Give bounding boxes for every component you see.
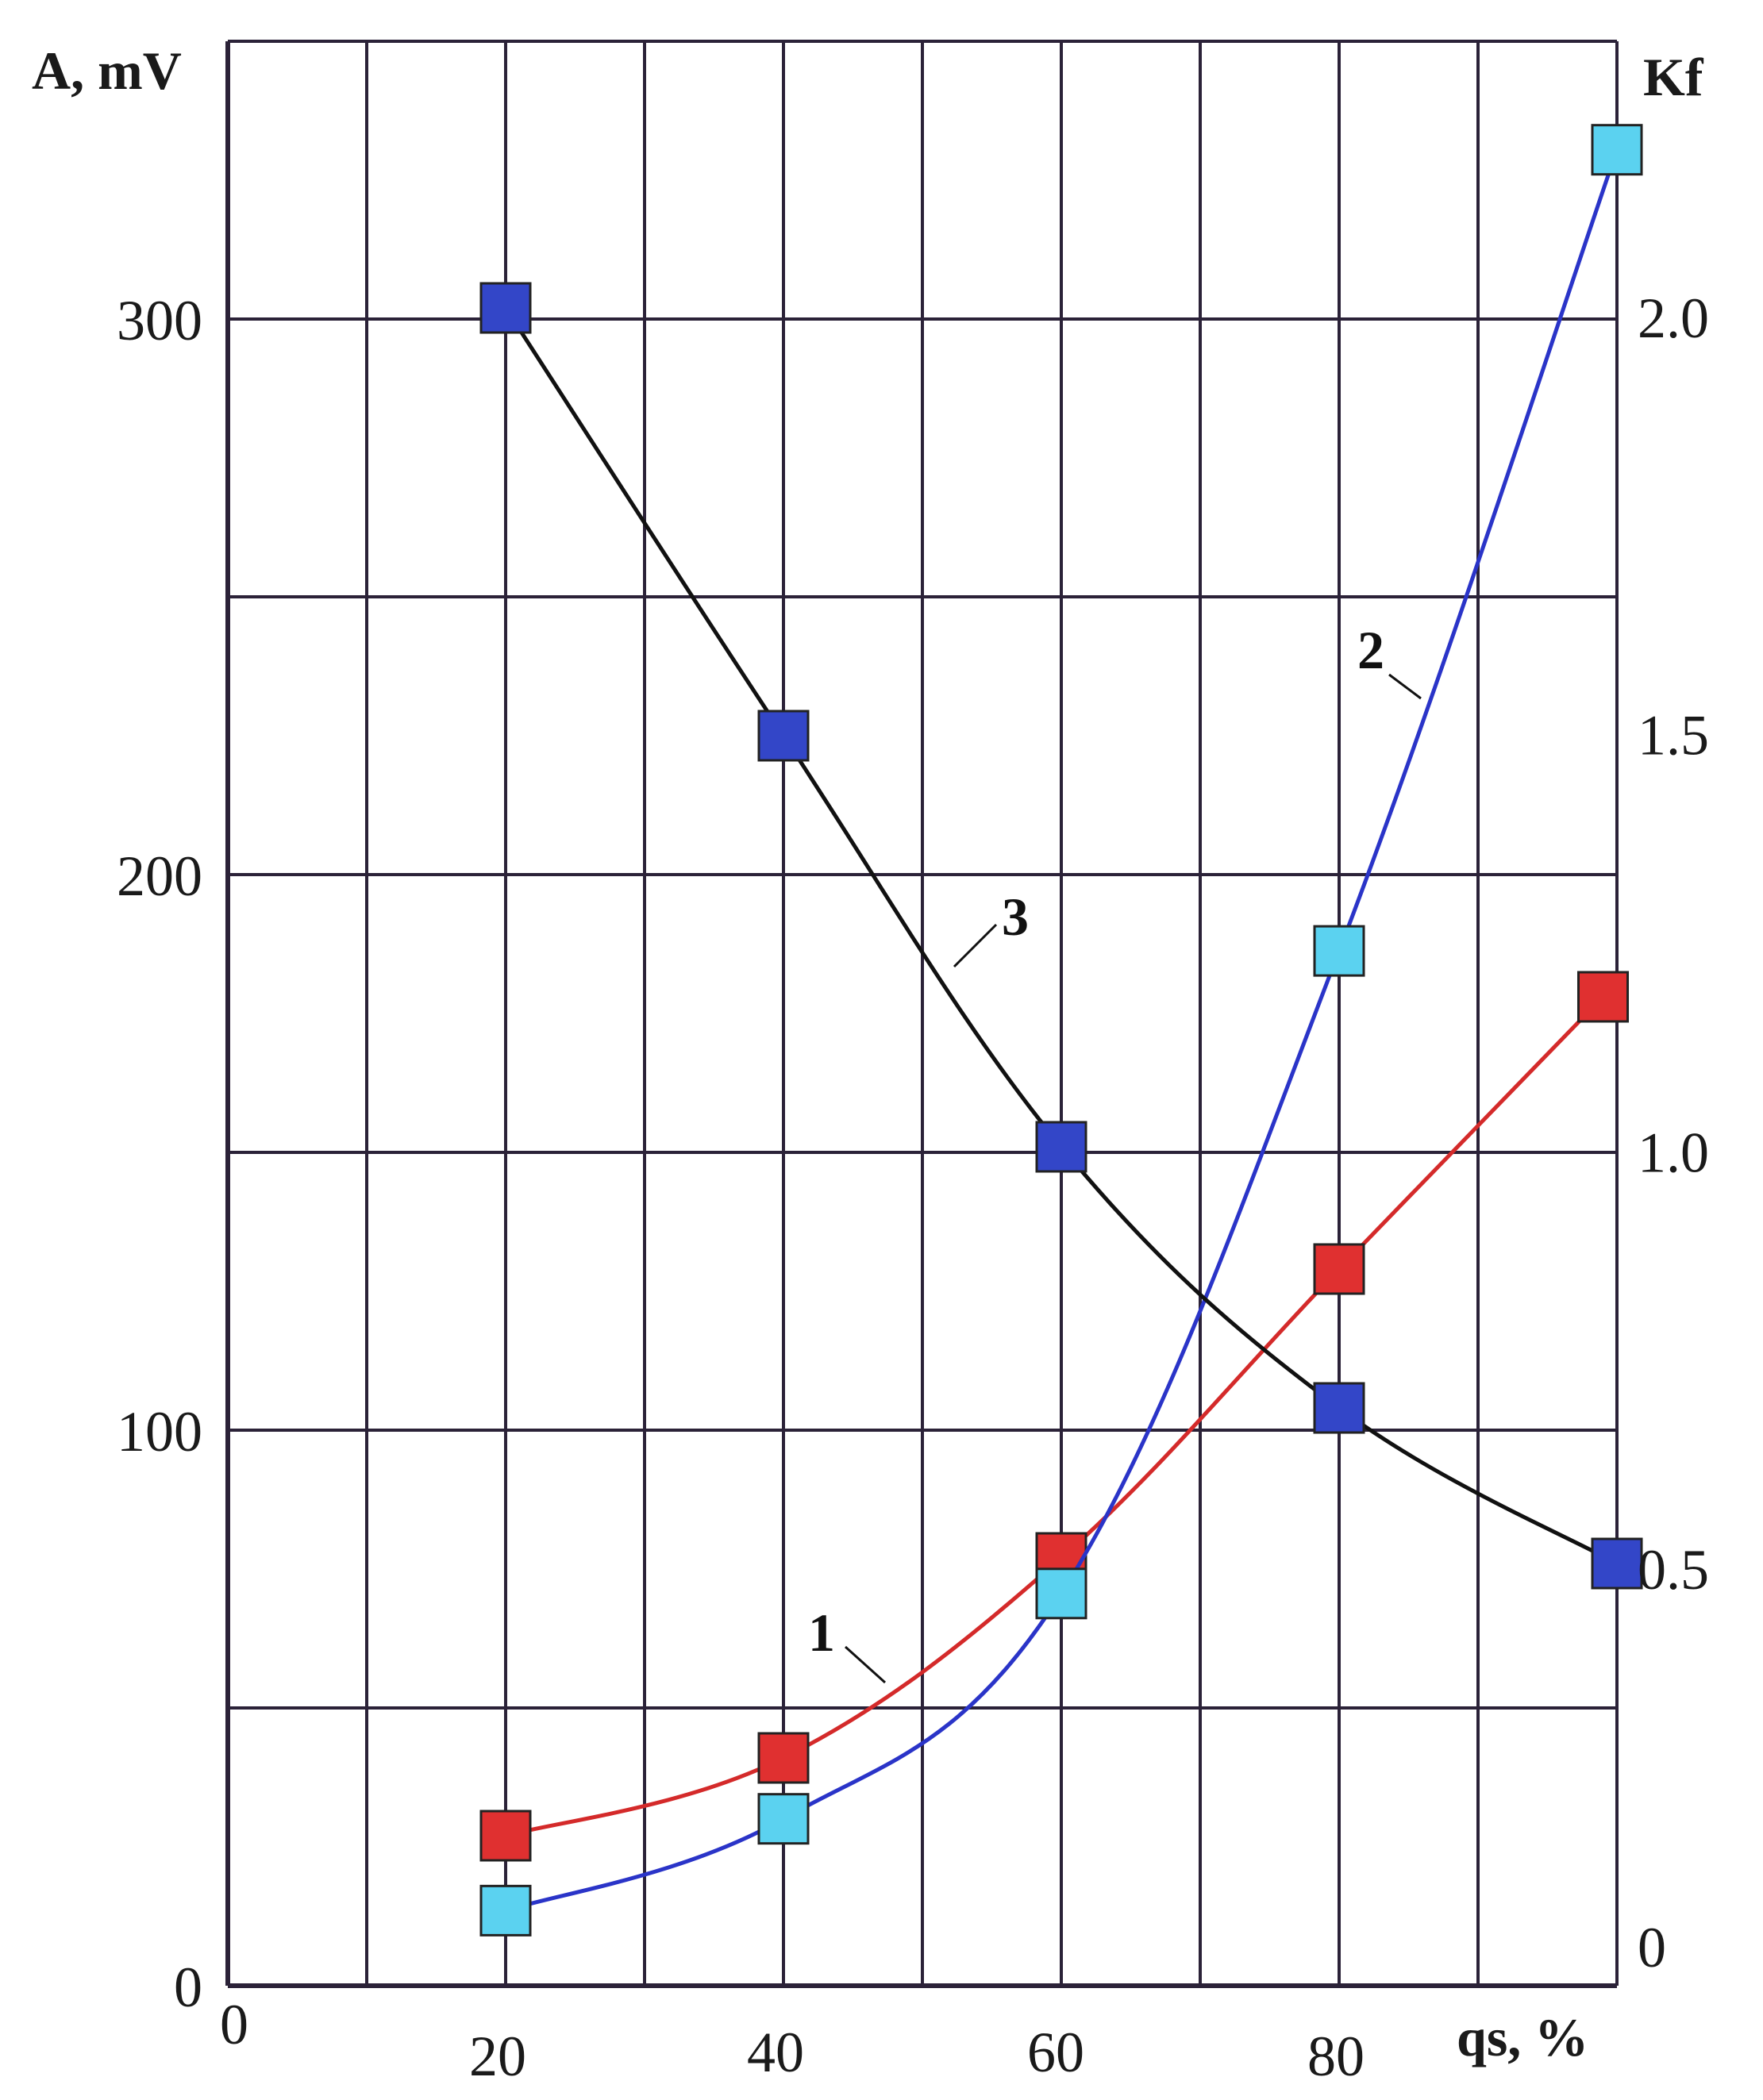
curve-1-leader (844, 1645, 887, 1684)
series-3-line (503, 306, 1619, 1566)
series-1-point (757, 1732, 810, 1784)
y-left-tick-label: 200 (117, 844, 202, 908)
x-tick-label: 0 (220, 1993, 248, 2056)
curve-1-label: 1 (808, 1602, 835, 1663)
y-left-tick-label: 100 (117, 1400, 202, 1463)
y-right-tick-label: 2.0 (1638, 287, 1709, 350)
series-1-point (479, 1810, 532, 1862)
curve-3-label: 3 (1002, 887, 1029, 947)
x-axis-title: qs, % (1457, 2007, 1588, 2067)
y-left-axis-title: A, mV (32, 40, 182, 101)
y-right-tick-label: 0.5 (1638, 1538, 1709, 1602)
y-right-tick-label: 1.0 (1638, 1121, 1709, 1184)
curve-3-leader (953, 923, 998, 968)
y-left-tick-label: 300 (117, 289, 202, 352)
y-right-tick-label: 0 (1638, 1916, 1666, 1979)
series-1-point (1577, 971, 1629, 1023)
y-left-tick-label: 0 (174, 1956, 202, 2019)
x-tick-label: 20 (469, 2025, 526, 2088)
series-1 (479, 971, 1629, 1862)
series-2-point (757, 1793, 810, 1845)
series-3 (479, 282, 1643, 1590)
series-2-point (479, 1884, 532, 1937)
series-2-line (505, 148, 1619, 1913)
series-3-point (479, 282, 532, 334)
curve-2-leader (1388, 673, 1422, 700)
x-tick-label: 40 (747, 2021, 804, 2084)
series-2 (479, 124, 1643, 1937)
y-right-axis-title: Kf (1643, 47, 1704, 107)
series-layer (479, 124, 1643, 1937)
tick-labels: 0 20 40 60 80 0 100 200 300 0 0.5 1.0 1.5 2.0 (117, 287, 1709, 2088)
series-1-point (1313, 1243, 1365, 1295)
series-3-point (1313, 1382, 1365, 1434)
series-3-point (1591, 1537, 1643, 1590)
series-3-point (1035, 1121, 1087, 1173)
series-2-point (1313, 925, 1365, 977)
series-2-point (1035, 1567, 1087, 1620)
y-right-tick-label: 1.5 (1638, 704, 1709, 767)
grid-lines (225, 40, 1619, 1988)
curve-2-label: 2 (1357, 620, 1384, 680)
series-2-point (1591, 124, 1643, 176)
series-3-point (757, 710, 810, 762)
x-tick-label: 60 (1027, 2021, 1084, 2084)
x-tick-label: 80 (1307, 2025, 1365, 2088)
